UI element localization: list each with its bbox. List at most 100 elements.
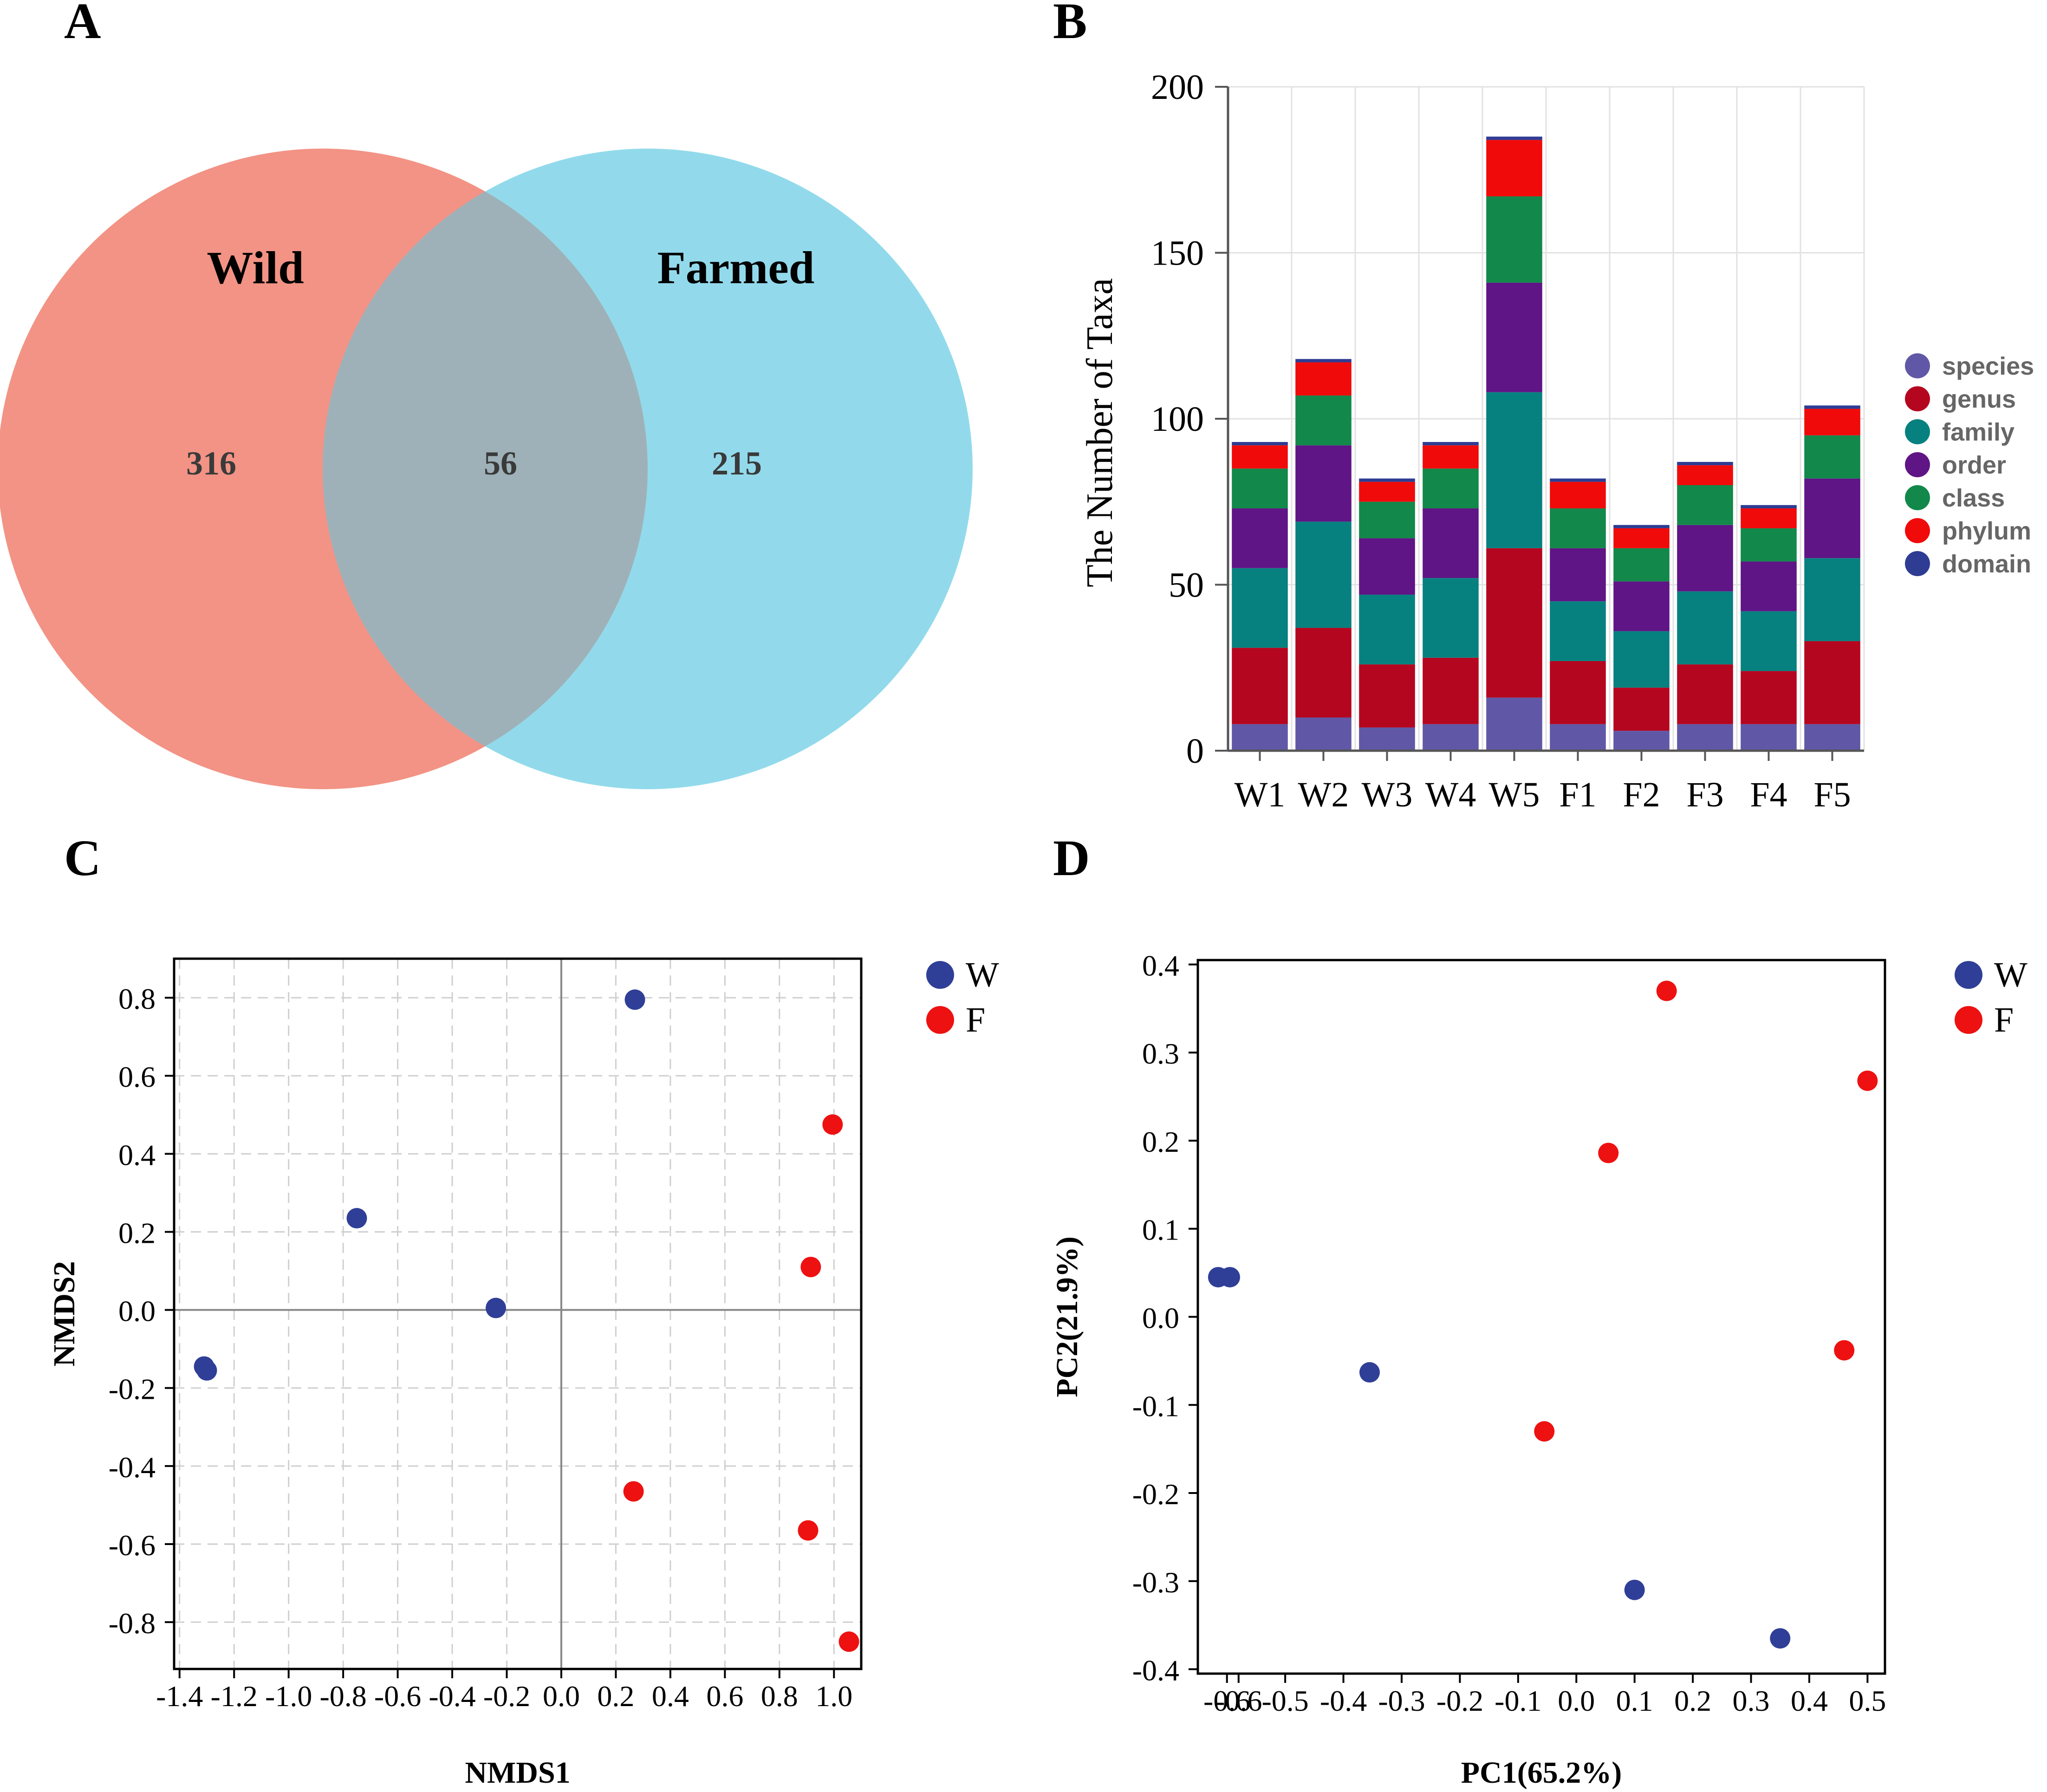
x-tick-label: 0.1 xyxy=(1616,1684,1653,1717)
bar-segment-genus xyxy=(1423,657,1479,724)
y-tick-label: 0.6 xyxy=(118,1060,156,1093)
x-tick-label: 0.4 xyxy=(1791,1684,1828,1717)
data-point-F xyxy=(1834,1340,1855,1361)
bar-segment-family xyxy=(1677,591,1733,665)
bar-segment-domain xyxy=(1232,442,1288,446)
x-tick-label: 0.8 xyxy=(761,1680,798,1713)
bar-segment-phylum xyxy=(1550,481,1606,509)
legend-label-domain: domain xyxy=(1942,550,2031,578)
bar-segment-species xyxy=(1550,724,1606,751)
bar-segment-class xyxy=(1677,485,1733,525)
bar-segment-species xyxy=(1613,731,1670,751)
data-point-W xyxy=(486,1298,507,1318)
bar-segment-species xyxy=(1359,727,1415,751)
panel-label-a: A xyxy=(64,0,101,49)
y-tick-label: -0.1 xyxy=(1132,1389,1179,1422)
bar-segment-species xyxy=(1677,724,1733,751)
x-tick-label: -0.5 xyxy=(1261,1684,1308,1717)
bar-segment-class xyxy=(1295,395,1352,446)
bar-segment-domain xyxy=(1613,525,1670,528)
bar-segment-class xyxy=(1486,196,1542,283)
bar-segment-order xyxy=(1804,478,1860,558)
data-point-W xyxy=(1219,1267,1240,1288)
bar-segment-species xyxy=(1232,724,1288,751)
data-point-F xyxy=(623,1481,644,1502)
legend-marker-W xyxy=(926,961,954,989)
data-point-W xyxy=(1359,1362,1380,1383)
data-point-F xyxy=(1598,1143,1619,1163)
bar-segment-family xyxy=(1423,578,1479,658)
panel-label-c: C xyxy=(64,830,101,886)
y-tick-label: 0.4 xyxy=(118,1138,156,1171)
x-axis-title: PC1(65.2%) xyxy=(1461,1756,1622,1790)
bar-segment-class xyxy=(1359,501,1415,539)
x-tick-label: 0.0 xyxy=(1558,1684,1595,1717)
y-tick-label: 0 xyxy=(1186,732,1204,771)
bar-segment-phylum xyxy=(1486,140,1542,196)
x-tick-label: -0.3 xyxy=(1378,1684,1425,1717)
bar-segment-genus xyxy=(1741,671,1797,724)
venn-count-overlap: 56 xyxy=(484,445,517,482)
x-tick-label: 0.2 xyxy=(1674,1684,1711,1717)
venn-count-farmed: 215 xyxy=(712,445,762,482)
legend-marker-genus xyxy=(1905,386,1930,411)
data-point-F xyxy=(800,1257,821,1278)
data-point-W xyxy=(346,1208,367,1229)
x-tick-label: -0.6 xyxy=(374,1680,421,1713)
data-point-W xyxy=(196,1360,217,1381)
legend-marker-order xyxy=(1905,452,1930,477)
bar-segment-domain xyxy=(1295,359,1352,363)
legend-label-order: order xyxy=(1942,451,2006,479)
y-tick-label: -0.2 xyxy=(1132,1478,1179,1511)
x-tick-label: 0.5 xyxy=(1849,1684,1886,1717)
legend-label-class: class xyxy=(1942,484,2005,512)
legend-label-F: F xyxy=(1994,1000,2014,1039)
bar-segment-order xyxy=(1613,581,1670,631)
x-tick-label: 0.2 xyxy=(597,1680,634,1713)
bar-segment-order xyxy=(1232,508,1288,568)
data-point-F xyxy=(838,1631,859,1652)
bar-segment-phylum xyxy=(1804,409,1860,435)
bar-segment-class xyxy=(1804,435,1860,479)
x-tick-label: 0.6 xyxy=(706,1680,743,1713)
y-tick-label: 200 xyxy=(1151,68,1204,107)
legend-label-family: family xyxy=(1942,418,2015,446)
x-tick-label: F3 xyxy=(1686,775,1723,814)
stacked-bar-chart: W1 W2 W3 W4 W5 F1 F2 F3 F4 F5 0 50 100 150 200 The Numb… xyxy=(1079,68,2034,814)
venn-overlap-region xyxy=(323,149,648,789)
data-point-F xyxy=(822,1114,843,1135)
legend-marker-domain xyxy=(1905,551,1930,576)
y-tick-label: -0.8 xyxy=(109,1607,156,1640)
bar-segment-domain xyxy=(1486,136,1542,140)
bar-segment-phylum xyxy=(1232,445,1288,469)
x-tick-label: F5 xyxy=(1813,775,1851,814)
bar-segment-family xyxy=(1613,631,1670,688)
y-axis-title: PC2(21.9%) xyxy=(1050,1236,1084,1397)
bar-segment-domain xyxy=(1550,478,1606,482)
data-point-W xyxy=(624,989,645,1010)
bar-segment-domain xyxy=(1804,405,1860,409)
venn-label-farmed: Farmed xyxy=(657,242,815,293)
bar-segment-family xyxy=(1359,594,1415,665)
bar-segment-class xyxy=(1232,468,1288,509)
x-tick-label: W2 xyxy=(1298,775,1349,814)
y-axis-title: NMDS2 xyxy=(47,1261,81,1366)
x-tick-label: W4 xyxy=(1425,775,1476,814)
x-tick-label: -1.0 xyxy=(265,1680,312,1713)
legend-label-W: W xyxy=(1994,955,2028,994)
plot-frame xyxy=(173,957,863,1670)
y-tick-label: 50 xyxy=(1169,566,1204,605)
bar-segment-species xyxy=(1423,724,1479,751)
bar-segment-family xyxy=(1741,611,1797,671)
data-point-F xyxy=(798,1520,819,1541)
bar-segment-phylum xyxy=(1741,508,1797,528)
x-tick-label: F2 xyxy=(1623,775,1660,814)
bar-segment-order xyxy=(1486,282,1542,392)
bar-segment-domain xyxy=(1741,505,1797,509)
bar-segment-genus xyxy=(1359,664,1415,727)
bar-segment-family xyxy=(1550,601,1606,661)
x-tick-label: -0.6 xyxy=(1203,1684,1250,1717)
legend-marker-phylum xyxy=(1905,518,1930,543)
bar-segment-genus xyxy=(1295,628,1352,718)
